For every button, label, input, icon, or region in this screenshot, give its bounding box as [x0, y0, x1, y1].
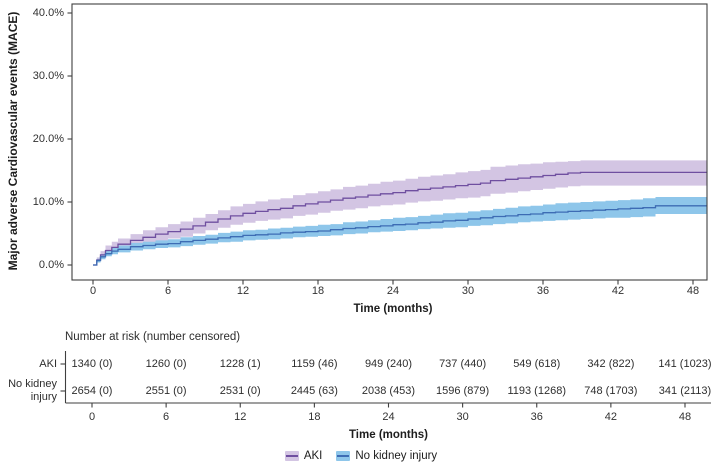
risk-x-tick-label: 18: [308, 411, 321, 423]
x-tick-label: 18: [311, 285, 325, 297]
y-tick-label: 20.0%: [32, 133, 64, 145]
risk-value: 1260 (0): [145, 358, 187, 370]
legend-swatch-line: [337, 455, 350, 457]
x-tick-label: 24: [386, 285, 400, 297]
legend-swatch-line: [285, 455, 298, 457]
x-axis-title: Time (months): [353, 303, 433, 315]
risk-row-label-aki: AKI: [39, 358, 57, 370]
risk-table-axis-title: Time (months): [348, 429, 428, 441]
plot-panel-border: [71, 3, 708, 281]
risk-value: 2551 (0): [145, 385, 187, 397]
risk-value: 2531 (0): [219, 385, 261, 397]
risk-value: 1596 (879): [436, 385, 490, 397]
legend-swatch-icon: [336, 451, 351, 461]
risk-x-tick-label: 12: [234, 411, 247, 423]
legend: AKI No kidney injury: [0, 447, 722, 465]
risk-x-tick-label: 0: [88, 411, 96, 423]
risk-row-label-no-kidney-injury: No kidney injury: [8, 378, 57, 403]
risk-value: 341 (2113): [658, 385, 712, 397]
risk-x-tick-label: 42: [604, 411, 617, 423]
risk-value: 1340 (0): [71, 358, 113, 370]
risk-value: 549 (618): [513, 358, 561, 370]
risk-x-tick-label: 30: [456, 411, 469, 423]
y-tick-label: 30.0%: [32, 70, 64, 82]
risk-table-header: Number at risk (number censored): [65, 331, 241, 343]
x-tick-label: 0: [89, 285, 97, 297]
risk-value: 1193 (1268): [507, 385, 566, 397]
legend-item: AKI: [284, 450, 323, 462]
risk-value: 737 (440): [439, 358, 487, 370]
risk-x-tick-label: 48: [678, 411, 692, 423]
no-kidney-injury-curve: [93, 205, 707, 266]
risk-value: 949 (240): [364, 358, 413, 370]
risk-value: 141 (1023): [658, 358, 712, 370]
risk-value: 342 (822): [587, 358, 635, 370]
risk-value: 2445 (63): [290, 385, 338, 397]
risk-value: 2654 (0): [71, 385, 113, 397]
risk-value: 2038 (453): [361, 385, 416, 397]
x-tick-label: 42: [611, 285, 625, 297]
legend-label: AKI: [303, 450, 323, 462]
y-tick-label: 0.0%: [38, 259, 64, 271]
risk-value: 1159 (46): [291, 358, 338, 370]
y-tick-label: 10.0%: [32, 196, 64, 208]
risk-x-tick-label: 36: [530, 411, 543, 423]
x-tick-label: 48: [686, 285, 700, 297]
legend-label: No kidney injury: [355, 450, 438, 462]
no-kidney-injury-confidence-band: [93, 197, 707, 265]
risk-value: 1228 (1): [219, 358, 261, 370]
risk-value: 748 (1703): [584, 385, 638, 397]
risk-x-tick-label: 6: [163, 411, 170, 423]
y-tick-label: 40.0%: [32, 7, 64, 19]
aki-curve: [93, 171, 707, 266]
legend-swatch-icon: [284, 451, 299, 461]
x-tick-label: 12: [236, 285, 250, 297]
legend-item: No kidney injury: [336, 450, 437, 462]
risk-x-tick-label: 24: [382, 411, 395, 423]
x-tick-label: 6: [164, 285, 172, 297]
x-tick-label: 30: [461, 285, 475, 297]
aki-confidence-band: [93, 160, 707, 265]
x-tick-label: 36: [536, 285, 550, 297]
